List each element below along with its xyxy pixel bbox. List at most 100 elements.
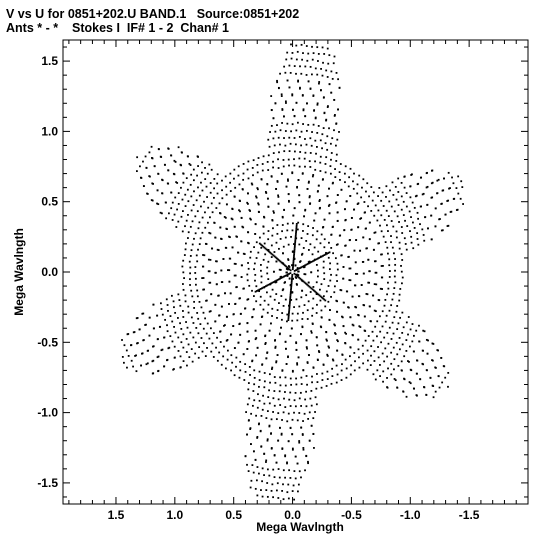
uv-point <box>383 304 386 307</box>
uv-point <box>261 467 264 470</box>
uv-point <box>323 254 326 256</box>
uv-point <box>271 281 274 284</box>
uv-point <box>329 165 332 168</box>
uv-point <box>183 277 185 280</box>
uv-point <box>366 293 369 296</box>
uv-point <box>250 218 252 221</box>
uv-point <box>302 448 305 451</box>
uv-point <box>320 316 323 319</box>
uv-point <box>177 350 180 352</box>
uv-point <box>287 440 290 443</box>
uv-point <box>310 271 313 274</box>
uv-point <box>135 354 137 357</box>
uv-point <box>148 316 151 319</box>
uv-point <box>400 360 403 363</box>
uv-point <box>204 178 207 180</box>
uv-point <box>312 297 315 300</box>
uv-point <box>196 210 199 213</box>
uv-point <box>173 159 176 162</box>
uv-point <box>203 254 206 257</box>
uv-point <box>277 439 280 442</box>
uv-point <box>187 155 189 158</box>
uv-point <box>158 326 161 328</box>
uv-point <box>292 277 294 280</box>
uv-point <box>343 172 346 175</box>
uv-point <box>198 243 201 246</box>
uv-point <box>132 331 135 334</box>
x-tick-label: 1.5 <box>108 508 125 522</box>
uv-point <box>241 188 244 191</box>
uv-point <box>219 341 222 343</box>
uv-point <box>403 175 406 178</box>
uv-point <box>305 143 308 146</box>
uv-point <box>305 405 308 408</box>
uv-point <box>254 487 257 490</box>
uv-point <box>231 246 234 249</box>
uv-point <box>390 373 393 376</box>
uv-point <box>321 372 324 375</box>
uv-point <box>180 341 183 344</box>
uv-point <box>390 338 393 340</box>
uv-point <box>328 251 331 254</box>
uv-point <box>235 286 238 289</box>
uv-point <box>262 308 265 311</box>
uv-point <box>249 374 251 376</box>
uv-point <box>261 163 264 165</box>
uv-point <box>398 299 401 302</box>
uv-point <box>256 435 259 438</box>
uv-point <box>390 362 393 365</box>
uv-point <box>213 196 215 199</box>
uv-point <box>280 275 283 278</box>
uv-point <box>255 257 258 259</box>
uv-point <box>408 360 410 363</box>
uv-point <box>329 309 331 311</box>
uv-point <box>345 290 348 293</box>
uv-point <box>336 243 339 246</box>
uv-point <box>324 163 327 165</box>
uv-point <box>395 198 398 201</box>
uv-point <box>322 364 325 366</box>
uv-point <box>432 343 435 345</box>
uv-point <box>187 311 190 314</box>
uv-point <box>229 172 232 175</box>
uv-point <box>326 76 329 78</box>
uv-point <box>285 185 288 188</box>
uv-point <box>447 224 450 227</box>
uv-point <box>329 262 332 265</box>
uv-point <box>302 420 304 422</box>
uv-point <box>166 324 168 327</box>
uv-point <box>196 174 198 177</box>
uv-point <box>315 312 318 314</box>
uv-point <box>376 219 379 222</box>
uv-point <box>231 208 234 211</box>
uv-point <box>199 323 202 326</box>
uv-point <box>426 352 429 355</box>
uv-point <box>279 143 281 146</box>
uv-point <box>304 209 307 212</box>
uv-point <box>247 241 249 244</box>
uv-point <box>261 363 264 366</box>
uv-point <box>214 320 217 323</box>
uv-point <box>327 62 330 65</box>
uv-point <box>205 332 208 335</box>
uv-point <box>353 208 356 211</box>
uv-point <box>225 185 228 188</box>
uv-point <box>344 358 347 361</box>
uv-point <box>255 300 258 303</box>
uv-point <box>293 249 296 252</box>
uv-point <box>273 270 275 273</box>
uv-point <box>393 368 395 371</box>
uv-point <box>286 461 288 464</box>
uv-point <box>222 355 225 358</box>
uv-point <box>223 216 226 218</box>
y-tick-label: 0.5 <box>41 195 58 209</box>
uv-point <box>290 235 292 238</box>
uv-point <box>180 151 183 154</box>
uv-point <box>422 192 425 195</box>
uv-point <box>258 379 261 381</box>
uv-point <box>308 195 311 197</box>
uv-point <box>190 289 193 292</box>
uv-point <box>160 156 163 158</box>
uv-point <box>190 173 193 176</box>
uv-point <box>291 229 294 232</box>
